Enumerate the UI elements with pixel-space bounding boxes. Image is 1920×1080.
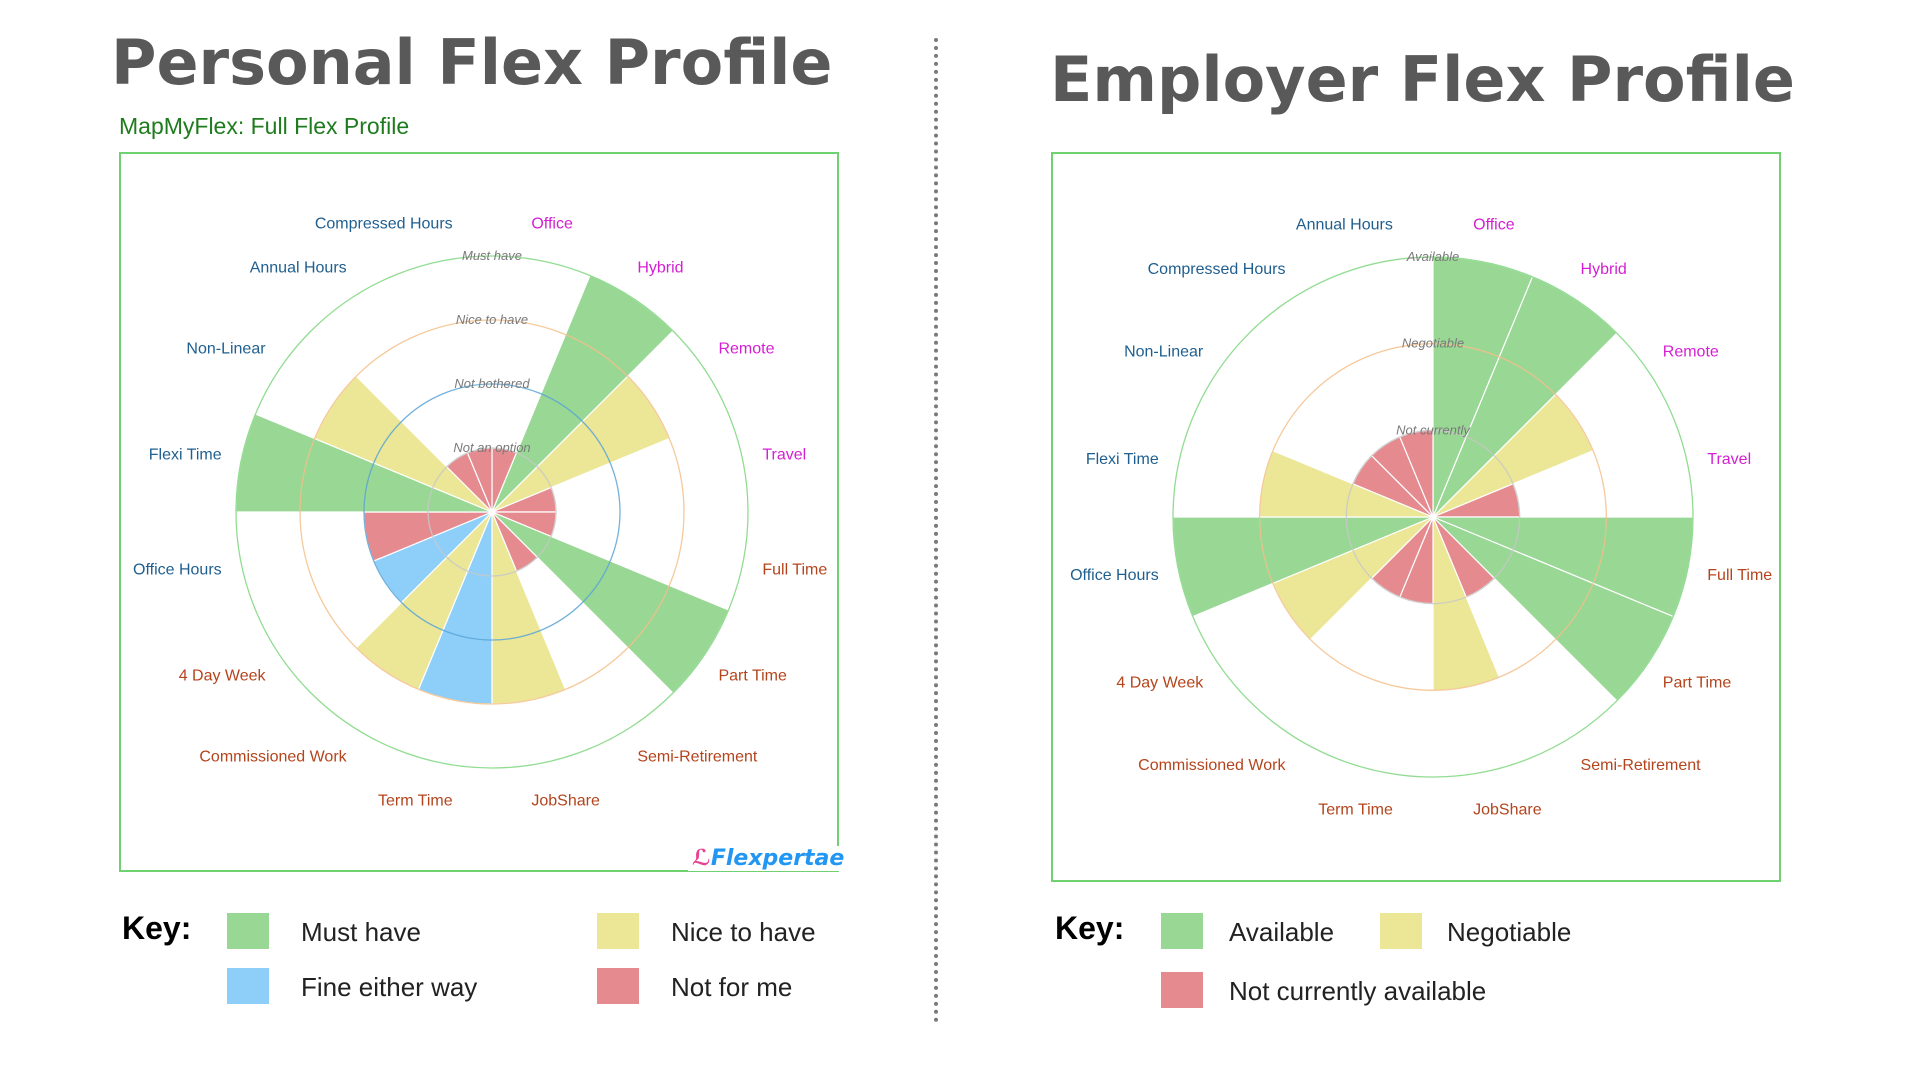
left-chart-ring-must-have <box>235 255 749 769</box>
right-chart-label-hybrid: Hybrid <box>1581 261 1627 278</box>
left-chart-label-part-time: Part Time <box>718 667 787 684</box>
left-key-swatch-must-have <box>227 913 269 949</box>
left-chart-level-label-not-an-option: Not an option <box>453 440 530 455</box>
right-chart-label-part-time: Part Time <box>1663 675 1732 692</box>
left-chart-level-label-not-bothered: Not bothered <box>454 376 530 391</box>
brand-logo: ℒFlexpertae <box>688 846 849 871</box>
left-chart-label-compressed-hours: Compressed Hours <box>315 216 453 233</box>
right-chart-label-4-day-week: 4 Day Week <box>1116 675 1204 692</box>
right-chart-ring-negotiable <box>1259 343 1607 691</box>
left-chart-label-hybrid: Hybrid <box>637 260 683 277</box>
left-chart-label-full-time: Full Time <box>762 561 827 578</box>
right-key-title: Key: <box>1055 910 1125 946</box>
left-chart-ring-nice-to-have <box>299 319 685 705</box>
right-chart-label-flexi-time: Flexi Time <box>1086 451 1159 468</box>
right-chart-frame <box>1051 152 1781 882</box>
right-key-label-available: Available <box>1229 917 1335 947</box>
left-chart-label-annual-hours: Annual Hours <box>250 260 347 277</box>
center-divider <box>934 38 938 1023</box>
right-chart-label-annual-hours: Annual Hours <box>1296 217 1393 234</box>
left-chart-label-commissioned-work: Commissioned Work <box>199 748 347 765</box>
left-title: Personal Flex Profile <box>111 26 833 99</box>
right-key-swatch-available <box>1161 913 1203 949</box>
right-chart-label-commissioned-work: Commissioned Work <box>1138 757 1286 774</box>
left-chart-level-label-nice-to-have: Nice to have <box>456 312 528 327</box>
left-chart-label-office: Office <box>531 216 573 233</box>
left-subtitle: MapMyFlex: Full Flex Profile <box>119 113 410 139</box>
left-chart-frame <box>119 152 839 872</box>
left-chart-label-travel: Travel <box>762 447 806 464</box>
left-chart-wedge-hybrid <box>491 274 674 513</box>
left-chart-label-4-day-week: 4 Day Week <box>179 667 267 684</box>
left-chart-label-term-time: Term Time <box>378 792 453 809</box>
left-chart-label-flexi-time: Flexi Time <box>149 447 222 464</box>
right-title: Employer Flex Profile <box>1050 43 1795 116</box>
right-key-swatch-negotiable <box>1380 913 1422 949</box>
left-chart-ring-not-an-option <box>427 447 557 577</box>
left-key-swatch-not-for-me <box>597 968 639 1004</box>
right-chart-level-label-not-currently: Not currently <box>1396 422 1471 437</box>
left-chart-ring-not-bothered <box>363 383 621 641</box>
right-chart-level-label-available: Available <box>1406 249 1460 264</box>
right-chart-label-full-time: Full Time <box>1707 567 1772 584</box>
right-chart-label-office: Office <box>1473 217 1515 234</box>
left-chart-label-office-hours: Office Hours <box>133 561 222 578</box>
left-chart-level-label-must-have: Must have <box>462 248 522 263</box>
left-key-label-nice-to-have: Nice to have <box>671 917 816 947</box>
right-chart-ring-available <box>1172 256 1694 778</box>
left-key-title: Key: <box>122 910 192 946</box>
right-key-swatch-not-currently-available <box>1161 972 1203 1008</box>
left-key-swatch-fine-either-way <box>227 968 269 1004</box>
left-key-label-must-have: Must have <box>301 917 421 947</box>
right-chart-label-travel: Travel <box>1707 451 1751 468</box>
left-key-swatch-nice-to-have <box>597 913 639 949</box>
left-chart-label-jobshare: JobShare <box>531 792 600 809</box>
left-chart-label-semi-retirement: Semi-Retirement <box>637 748 758 765</box>
brand-mark-icon: ℒ <box>692 846 711 871</box>
right-chart-label-non-linear: Non-Linear <box>1124 343 1204 360</box>
left-chart-label-non-linear: Non-Linear <box>186 341 266 358</box>
right-key-label-negotiable: Negotiable <box>1447 917 1572 947</box>
left-chart-label-remote: Remote <box>718 341 774 358</box>
right-chart-label-term-time: Term Time <box>1318 801 1393 818</box>
right-chart-label-compressed-hours: Compressed Hours <box>1148 261 1286 278</box>
right-key-label-not-currently-available: Not currently available <box>1229 976 1487 1006</box>
right-chart-label-office-hours: Office Hours <box>1070 567 1159 584</box>
left-key-label-fine-either-way: Fine either way <box>301 972 478 1002</box>
right-chart-label-remote: Remote <box>1663 343 1719 360</box>
right-chart-label-semi-retirement: Semi-Retirement <box>1581 757 1702 774</box>
right-chart-label-jobshare: JobShare <box>1473 801 1542 818</box>
right-chart-level-label-negotiable: Negotiable <box>1402 336 1464 351</box>
right-chart-ring-not-currently <box>1345 429 1521 605</box>
left-key-label-not-for-me: Not for me <box>671 972 793 1002</box>
brand-name: Flexpertae <box>710 846 845 871</box>
